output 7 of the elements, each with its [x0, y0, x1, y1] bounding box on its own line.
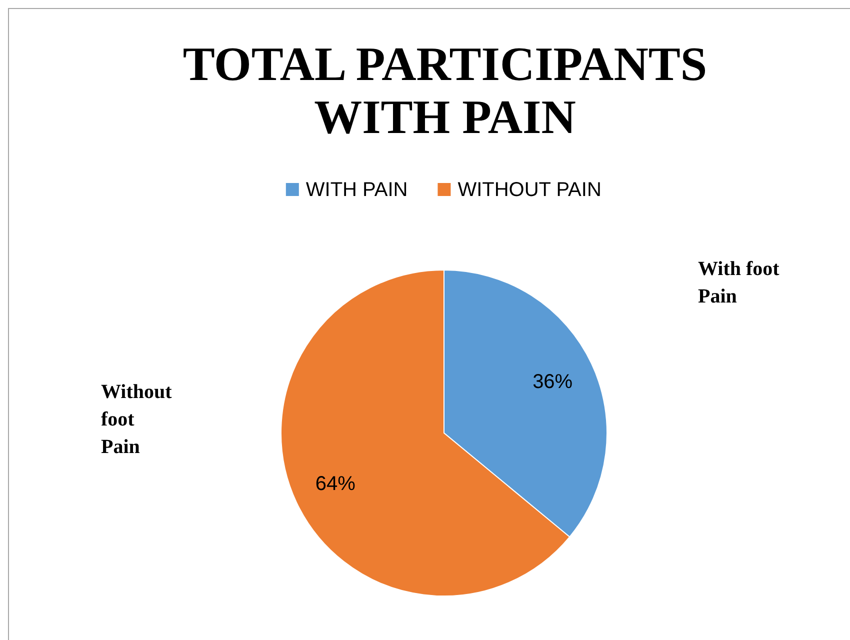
text: Without foot Pain — [101, 381, 172, 458]
legend-label: WITHOUT PAIN — [458, 179, 602, 201]
data-label: 64% — [315, 473, 356, 496]
data-label: 36% — [532, 370, 573, 393]
text: With foot Pain — [698, 258, 780, 308]
chart-title: TOTAL PARTICIPANTS WITH PAIN — [182, 38, 708, 144]
legend-label: WITH PAIN — [306, 179, 408, 201]
